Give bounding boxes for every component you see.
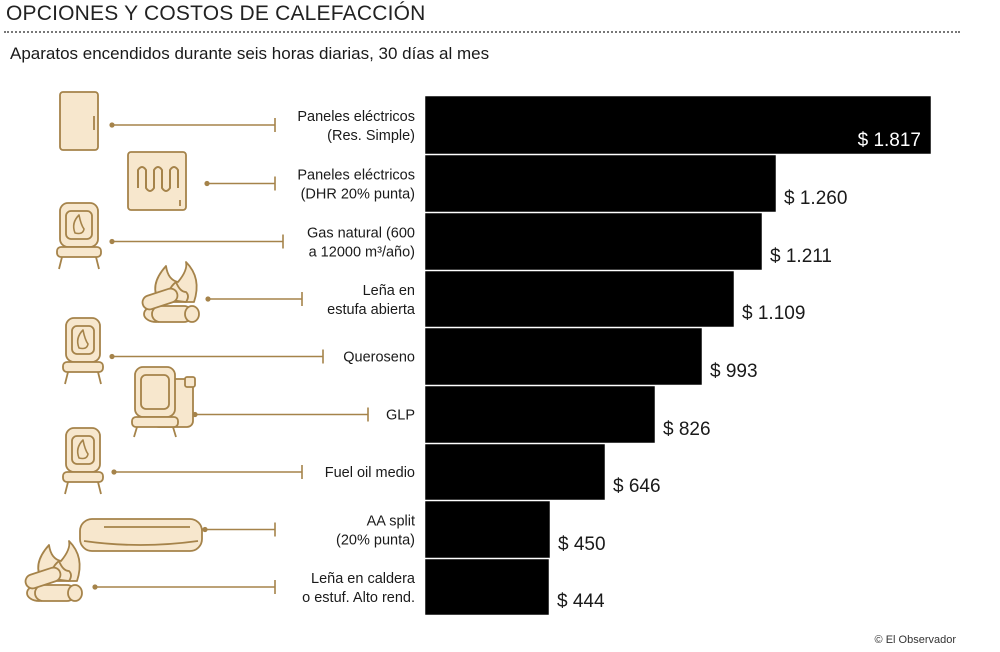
bar-3 [424, 212, 763, 271]
air-conditioner-icon [79, 518, 203, 552]
value-label-7: $ 646 [613, 476, 661, 497]
heater-panel-icon [127, 151, 187, 211]
value-label-9: $ 444 [557, 591, 605, 612]
leader-dot-4 [205, 296, 211, 302]
category-label-4: Leña en estufa abierta [327, 283, 416, 318]
firewood-icon [141, 261, 200, 323]
category-label-6: GLP [386, 408, 415, 424]
firewood-boiler-icon [24, 540, 83, 602]
value-label-1: $ 1.817 [858, 130, 921, 151]
category-label-9: Leña en caldera o estuf. Alto rend. [302, 571, 416, 606]
kerosene-stove-icon [62, 317, 104, 385]
leader-dot-7 [111, 469, 117, 475]
bar-2 [424, 154, 777, 213]
chart-title: OPCIONES Y COSTOS DE CALEFACCIÓN [6, 2, 426, 25]
title-divider [4, 31, 960, 33]
bar-5 [424, 327, 703, 386]
category-label-3: Gas natural (600 a 12000 m³/año) [307, 226, 415, 261]
gas-stove-icon [56, 202, 102, 270]
leader-dot-9 [92, 584, 98, 590]
value-label-2: $ 1.260 [784, 188, 847, 209]
category-label-8: AA split (20% punta) [336, 514, 415, 549]
credit-text: © El Observador [874, 634, 956, 646]
leader-dot-5 [109, 353, 115, 360]
value-label-5: $ 993 [710, 361, 758, 382]
bar-9 [424, 558, 550, 616]
fuel-oil-stove-icon [62, 427, 104, 495]
bar-6 [424, 385, 656, 444]
category-label-5: Queroseno [343, 350, 415, 366]
leader-dot-8 [202, 526, 208, 533]
value-label-4: $ 1.109 [742, 303, 805, 324]
value-label-3: $ 1.211 [770, 246, 832, 267]
category-label-7: Fuel oil medio [325, 465, 415, 481]
leader-dot-1 [109, 122, 115, 128]
bar-1 [424, 95, 932, 155]
electric-panel-icon [59, 91, 99, 151]
glp-heater-icon [131, 366, 196, 438]
category-label-1: Paneles eléctricos (Res. Simple) [297, 109, 415, 144]
chart-subtitle: Aparatos encendidos durante seis horas d… [10, 44, 490, 63]
leader-dot-2 [204, 180, 210, 187]
value-label-6: $ 826 [663, 419, 711, 440]
category-label-2: Paneles eléctricos (DHR 20% punta) [297, 168, 415, 203]
bar-7 [424, 443, 606, 501]
leader-dot-3 [109, 238, 115, 245]
value-label-8: $ 450 [558, 534, 606, 555]
bar-4 [424, 270, 735, 328]
bar-8 [424, 500, 551, 559]
